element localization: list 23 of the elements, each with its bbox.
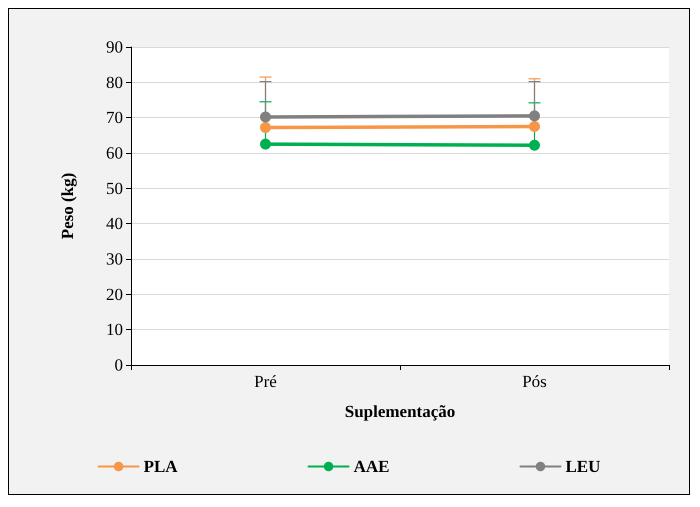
y-tick-label: 0 (114, 356, 123, 374)
x-tick-label: Pós (522, 372, 547, 391)
x-tick-label: Pré (254, 372, 277, 391)
point (260, 111, 271, 122)
x-axis-title: Suplementação (344, 402, 456, 421)
y-tick-label: 40 (106, 214, 123, 234)
legend-label: AAE (354, 457, 390, 476)
y-tick-label: 50 (106, 178, 123, 198)
y-axis-title: Peso (kg) (58, 172, 77, 240)
y-tick-label: 20 (106, 284, 123, 304)
y-tick-label: 90 (106, 38, 123, 56)
point (529, 140, 540, 151)
legend-label: PLA (144, 457, 178, 476)
point (529, 121, 540, 132)
point (529, 110, 540, 122)
y-tick-label: 60 (106, 144, 123, 162)
point (260, 122, 271, 134)
y-tick-label: 70 (106, 108, 123, 128)
y-tick-label: 30 (106, 250, 123, 268)
y-tick-label: 10 (106, 320, 123, 340)
y-tick-label: 80 (106, 72, 123, 92)
legend-label: LEU (565, 457, 600, 476)
point (260, 138, 271, 150)
